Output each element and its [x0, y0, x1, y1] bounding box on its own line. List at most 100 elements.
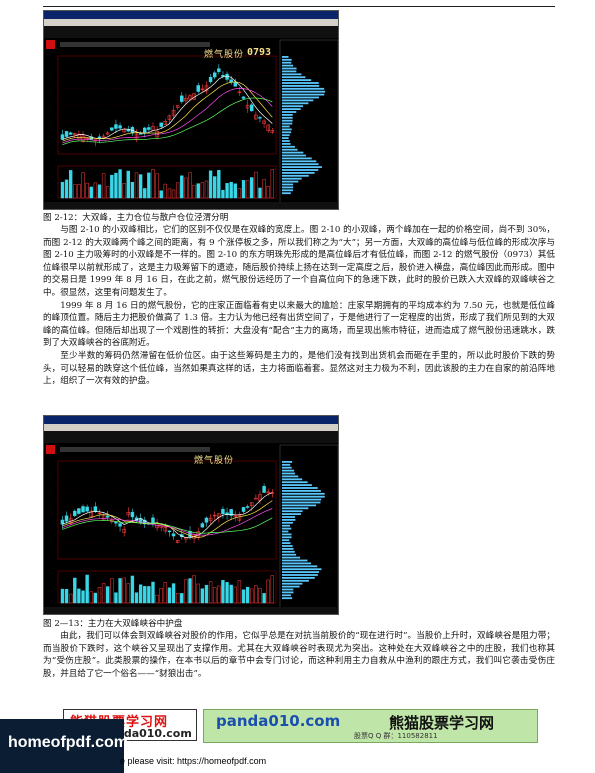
- chip-bar: [282, 73, 302, 76]
- candle-body: [73, 133, 77, 136]
- candle-body: [171, 110, 176, 116]
- figure2-stock-name: 燃气股份: [194, 456, 235, 466]
- candle-body: [254, 114, 258, 120]
- volume-bar: [192, 575, 196, 604]
- chip-bar: [282, 510, 303, 513]
- chip-bar: [282, 157, 312, 160]
- chip-bar: [282, 128, 292, 131]
- volume-bar: [114, 592, 118, 604]
- candle-body: [167, 115, 172, 121]
- homeofpdf-badge-text: homeofpdf.com: [8, 734, 128, 751]
- chip-bar: [282, 481, 308, 484]
- chip-bar: [282, 490, 321, 492]
- candle-body: [221, 508, 225, 515]
- volume-bar: [196, 183, 200, 199]
- volume-bar: [134, 592, 139, 604]
- volume-bar: [110, 578, 114, 604]
- chip-bar: [282, 495, 325, 498]
- volume-bar: [147, 172, 151, 199]
- volume-bar: [270, 575, 275, 604]
- chip-bar: [282, 119, 293, 122]
- volume-bar: [221, 580, 225, 604]
- chip-bar: [282, 154, 306, 157]
- candle-body: [188, 95, 192, 100]
- figure1-screenshot: 燃气股份 0793: [43, 10, 339, 210]
- volume-bar: [213, 587, 217, 604]
- figure1-stock-code: 0793: [247, 47, 272, 58]
- volume-bar: [147, 586, 151, 604]
- chip-bar: [282, 498, 322, 501]
- moving-average-line: [62, 508, 273, 536]
- chip-bar: [282, 108, 301, 110]
- chip-bar: [282, 585, 300, 588]
- volume-bar: [233, 586, 237, 604]
- candle-body: [266, 124, 270, 131]
- chip-bar: [282, 160, 317, 163]
- figure2-titlebar: [44, 416, 338, 424]
- candle-body: [266, 491, 270, 494]
- volume-bar: [89, 591, 93, 604]
- volume-bar: [266, 186, 270, 199]
- volume-bar: [208, 581, 213, 604]
- chip-bar: [282, 527, 292, 530]
- candle-body: [118, 125, 122, 129]
- chip-bar: [282, 192, 291, 195]
- volume-bar: [225, 183, 229, 199]
- chip-bar: [282, 571, 320, 573]
- candle-body: [101, 135, 106, 138]
- paragraph-block-2: 由此，我们可以体会到双峰峡谷对股价的作用，它似乎总是在对抗当前股价的“现在进行时…: [43, 630, 555, 680]
- chip-bar: [282, 61, 292, 64]
- banner-right-url: panda010.com: [216, 712, 341, 730]
- volume-bar: [122, 183, 126, 199]
- candle-body: [270, 130, 275, 133]
- moving-average-line: [62, 500, 273, 538]
- chip-bar: [282, 582, 303, 585]
- chip-bar: [282, 79, 312, 81]
- chip-bar: [282, 56, 289, 58]
- volume-bar: [270, 169, 275, 199]
- volume-bar: [81, 172, 85, 199]
- chart-logo-box: [46, 40, 55, 49]
- candle-body: [138, 133, 143, 135]
- chip-bar: [282, 548, 294, 550]
- chip-bar: [282, 180, 299, 183]
- volume-bar: [204, 180, 209, 199]
- candle-body: [237, 91, 242, 94]
- figure2-chart: [44, 431, 338, 614]
- chip-bar: [282, 172, 315, 174]
- banner-left-url: nda010.com: [116, 727, 192, 740]
- candle-body: [73, 510, 77, 516]
- moving-average-line: [62, 97, 273, 146]
- volume-bar: [188, 172, 192, 199]
- chip-bar: [282, 579, 309, 582]
- homeofpdf-badge[interactable]: homeofpdf.com: [0, 719, 128, 773]
- chip-bar: [282, 530, 289, 533]
- volume-bar: [250, 588, 254, 604]
- volume-bar: [171, 189, 176, 199]
- volume-bar: [225, 582, 229, 604]
- volume-bar: [237, 580, 242, 604]
- volume-bar: [159, 190, 163, 199]
- chart-info-line: [60, 42, 210, 47]
- volume-bar: [237, 188, 242, 199]
- candle-body: [143, 127, 147, 133]
- banner-right[interactable]: panda010.com 熊猫股票学习网 股票Q Q 群：110582811: [203, 709, 538, 743]
- volume-bar: [138, 584, 143, 604]
- chip-bar: [282, 143, 291, 145]
- volume-bar: [229, 181, 233, 199]
- chip-bar: [282, 533, 292, 536]
- volume-bar: [130, 181, 135, 199]
- candle-body: [180, 95, 184, 102]
- chip-bar: [282, 131, 292, 134]
- chip-bar: [282, 492, 325, 495]
- volume-bar: [217, 170, 221, 199]
- volume-bar: [188, 578, 192, 604]
- paragraph: 与图 2-10 的小双峰相比，它们的区别不仅仅是在双峰的宽度上。图 2-10 的…: [43, 225, 555, 298]
- figure1-caption: 图 2-12：大双峰，主力仓位与散户仓位泾渭分明: [43, 213, 229, 223]
- volume-bar: [122, 577, 126, 604]
- volume-bar: [262, 593, 266, 604]
- chip-bar: [282, 542, 291, 544]
- volume-bar: [143, 586, 147, 604]
- paragraph: 至少半数的筹码仍然滞留在低价位区。由于这些筹码是主力的，是他们没有找到出货机会而…: [43, 350, 555, 387]
- volume-bar: [143, 188, 147, 199]
